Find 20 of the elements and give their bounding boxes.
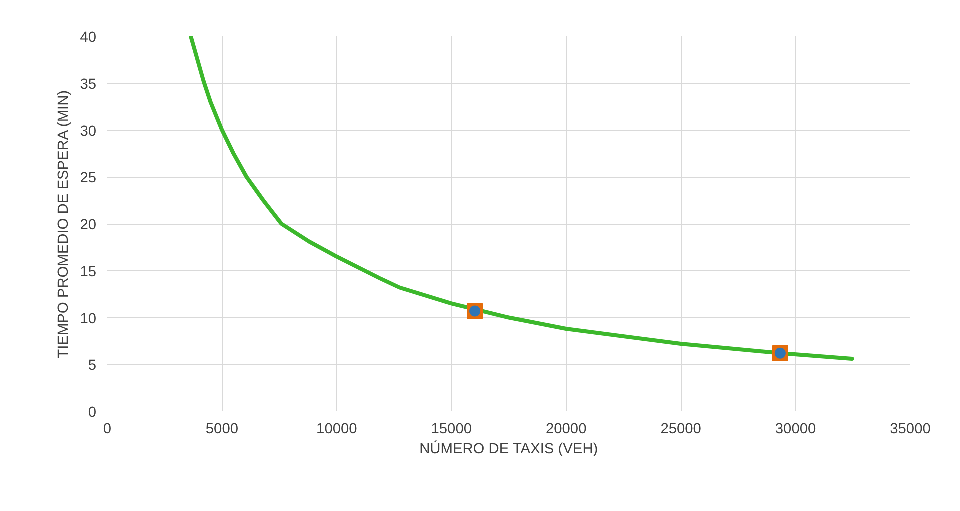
x-tick-label: 35000 [890,422,931,438]
y-tick-label: 10 [80,311,97,328]
y-tick-label: 30 [80,124,97,140]
x-tick-label: 15000 [431,422,472,438]
y-axis-title: TIEMPO PROMEDIO DE ESPERA (MIN) [56,90,72,358]
y-tick-label: 20 [80,218,97,234]
y-tick-label: 35 [80,76,97,93]
x-tick-label: 30000 [775,422,816,438]
y-tick-label: 0 [88,405,97,421]
x-tick-label: 0 [103,422,112,438]
line-series [189,36,854,361]
x-tick-label: 10000 [316,422,358,438]
y-tick-label: 15 [80,264,97,280]
y-tick-label: 25 [80,170,97,187]
y-tick-label: 40 [80,30,97,46]
x-tick-label: 20000 [546,422,587,438]
x-tick-label: 5000 [206,422,239,438]
x-axis-title: NÚMERO DE TAXIS (VEH) [420,440,598,458]
y-tick-label: 5 [88,358,97,374]
x-tick-label: 25000 [660,422,702,438]
